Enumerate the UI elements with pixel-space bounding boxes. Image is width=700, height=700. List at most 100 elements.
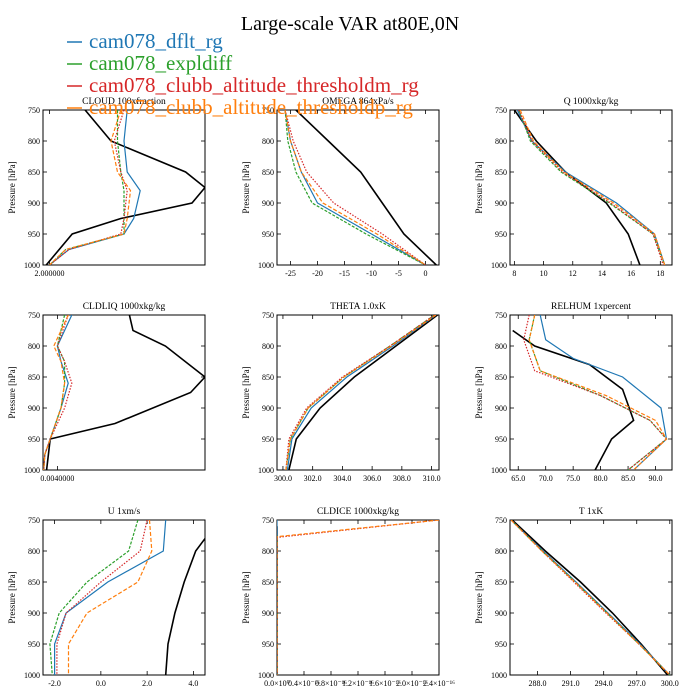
y-tick-label: 1000	[491, 261, 507, 270]
y-tick-label: 950	[495, 230, 507, 239]
x-tick-label: 0.0×10⁰	[264, 679, 290, 688]
y-tick-label: 800	[28, 342, 40, 351]
y-tick-label: 900	[28, 404, 40, 413]
y-tick-label: 950	[28, 435, 40, 444]
y-tick-label: 800	[495, 342, 507, 351]
y-tick-label: 900	[262, 404, 274, 413]
y-tick-label: 900	[262, 199, 274, 208]
x-tick-label: -20	[312, 269, 323, 278]
x-tick-label: 0.0040000	[40, 474, 74, 483]
x-tick-label: 1.6×10⁻¹⁶	[369, 679, 401, 688]
y-tick-label: 900	[28, 199, 40, 208]
y-tick-label: 1000	[24, 671, 40, 680]
x-tick-label: 80.0	[594, 474, 608, 483]
y-tick-label: 850	[495, 168, 507, 177]
legend: cam078_dflt_rgcam078_expldiffcam078_club…	[67, 29, 419, 119]
x-tick-label: 0.0	[96, 679, 106, 688]
x-tick-label: -15	[339, 269, 350, 278]
y-tick-label: 750	[262, 516, 274, 525]
y-tick-label: 750	[495, 106, 507, 115]
panel-omega: 750 800 850 900 950 1000 -25 -20 -15 -10 -5 0 Pressu…	[241, 97, 440, 278]
x-tick-label: 2.4×10⁻¹⁶	[423, 679, 455, 688]
y-tick-label: 950	[28, 640, 40, 649]
y-tick-label: 750	[495, 311, 507, 320]
legend-entry-cam078-clubb-altitude-thresholdp-rg: cam078_clubb_altitude_thresholdp_rg	[89, 95, 413, 119]
series-line-cam078-clubb-altitude-thresholdp-rg	[528, 315, 668, 470]
series-line-cam078-clubb-altitude-thresholdp-rg	[277, 520, 439, 675]
y-tick-label: 1000	[491, 466, 507, 475]
series-line-black	[45, 110, 205, 265]
panel-q: 750 800 850 900 950 1000 8 10 12 14 16 18 Pressure […	[474, 97, 673, 278]
series-line-cam078-clubb-altitude-thresholdm-rg	[285, 315, 435, 470]
y-tick-label: 900	[28, 609, 40, 618]
y-tick-label: 1000	[258, 261, 274, 270]
y-tick-label: 850	[28, 373, 40, 382]
series-line-cam078-expldiff	[49, 110, 125, 265]
x-tick-label: 288.0	[529, 679, 547, 688]
y-tick-label: 850	[262, 578, 274, 587]
y-axis-label: Pressure [hPa]	[7, 571, 17, 623]
y-tick-label: 950	[262, 640, 274, 649]
x-tick-label: 308.0	[393, 474, 411, 483]
x-tick-label: 85.0	[621, 474, 635, 483]
x-tick-label: 294.0	[595, 679, 613, 688]
series-line-cam078-expldiff	[285, 315, 435, 470]
y-axis-label: Pressure [hPa]	[241, 571, 251, 623]
series-line-cam078-clubb-altitude-thresholdm-rg	[56, 520, 148, 675]
panel-title: CLOUD 100xfraction	[82, 96, 166, 107]
y-axis-label: Pressure [hPa]	[474, 366, 484, 418]
y-tick-label: 750	[28, 106, 40, 115]
y-axis-label: Pressure [hPa]	[474, 571, 484, 623]
y-tick-label: 950	[495, 435, 507, 444]
series-line-cam078-dflt-rg	[539, 315, 668, 470]
y-tick-label: 1000	[258, 671, 274, 680]
panel-title: T 1xK	[579, 507, 604, 517]
y-tick-label: 800	[495, 137, 507, 146]
panel-title: RELHUM 1xpercent	[551, 302, 631, 312]
series-line-cam078-expldiff	[284, 110, 426, 265]
series-line-cam078-clubb-altitude-thresholdp-rg	[49, 110, 132, 265]
y-tick-label: 750	[28, 311, 40, 320]
series-line-cam078-clubb-altitude-thresholdp-rg	[284, 110, 426, 265]
y-tick-label: 1000	[258, 466, 274, 475]
x-tick-label: 0.4×10⁻¹⁶	[288, 679, 320, 688]
plot-frame	[509, 519, 673, 676]
y-axis-label: Pressure [hPa]	[241, 366, 251, 418]
y-tick-label: 750	[28, 516, 40, 525]
series-line-black	[295, 110, 437, 265]
y-axis-label: Pressure [hPa]	[7, 161, 17, 213]
plot-frame	[276, 519, 440, 676]
series-line-cam078-clubb-altitude-thresholdm-rg	[49, 110, 128, 265]
y-tick-label: 850	[28, 168, 40, 177]
series-line-cam078-dflt-rg	[53, 520, 167, 675]
x-tick-label: 14	[598, 269, 606, 278]
plot-frame	[42, 314, 206, 471]
panel-t: 750 800 850 900 950 1000 288.0 291.0 294.0 297.0 3…	[474, 507, 679, 688]
y-tick-label: 850	[28, 578, 40, 587]
series-line-cam078-clubb-altitude-thresholdp-rg	[67, 520, 153, 675]
panel-relhum: 750 800 850 900 950 1000 65.0 70.0 75.0 80.0 85.0 9…	[474, 302, 673, 483]
series-line-black	[512, 329, 635, 470]
series-line-cam078-clubb-altitude-thresholdp-rg	[510, 520, 671, 675]
x-tick-label: 70.0	[539, 474, 553, 483]
series-line-black	[45, 315, 205, 470]
series-line-black	[513, 110, 641, 265]
panel-u: 750 800 850 900 950 1000 -2.0 0.0 2.0 4.0 Pressure…	[7, 507, 206, 688]
y-tick-label: 850	[495, 578, 507, 587]
series-line-cam078-expldiff	[518, 110, 666, 265]
legend-entry-cam078-clubb-altitude-thresholdm-rg: cam078_clubb_altitude_thresholdm_rg	[89, 73, 419, 97]
x-tick-label: 8	[512, 269, 516, 278]
plot-frame	[509, 314, 673, 471]
x-tick-label: 4.0	[188, 679, 198, 688]
series-line-cam078-clubb-altitude-thresholdm-rg	[523, 315, 668, 470]
y-tick-label: 900	[495, 609, 507, 618]
plot-frame	[509, 109, 673, 266]
y-tick-label: 1000	[491, 671, 507, 680]
x-tick-label: 65.0	[511, 474, 525, 483]
x-tick-label: 12	[569, 269, 577, 278]
y-tick-label: 800	[28, 137, 40, 146]
